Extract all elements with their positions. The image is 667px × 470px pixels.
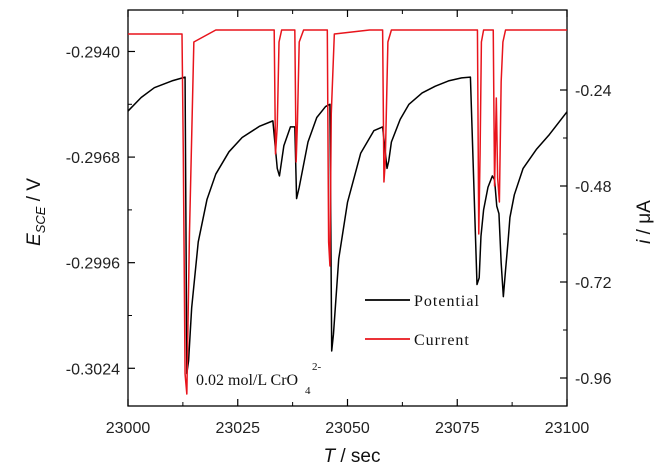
x-axis-title-unit: / sec [335, 446, 380, 467]
y-left-title-unit: / V [24, 178, 45, 207]
y-right-tick-label: -0.96 [575, 371, 612, 388]
y-left-tick-label: -0.2968 [66, 150, 120, 167]
y-right-tick-label: -0.24 [575, 83, 612, 100]
annotation-superscript: 2- [312, 361, 322, 373]
x-tick-label: 23100 [545, 420, 590, 437]
y-right-title-unit: / μA [634, 200, 655, 240]
legend-label-potential: Potential [414, 293, 480, 310]
x-axis-title-main: T [323, 446, 336, 467]
svg-text:i / μA: i / μA [634, 200, 655, 244]
y-right-title-main: i [634, 239, 655, 244]
y-right-tick-label: -0.72 [575, 275, 612, 292]
svg-text:ESCE / V: ESCE / V [24, 178, 48, 246]
x-axis-title: T / sec [323, 446, 380, 467]
annotation-text: 0.02 mol/L CrO [196, 372, 298, 389]
legend: Potential Current [365, 293, 480, 349]
legend-label-current: Current [414, 332, 470, 349]
ticks: 23000 23025 23050 23075 23100 -0.2940 -0.2968 -… [66, 10, 612, 437]
concentration-annotation: 0.02 mol/L CrO 4 2- [196, 361, 322, 397]
y-axis-left-title: ESCE / V [24, 178, 48, 246]
y-left-title-sub: SCE [33, 206, 48, 233]
y-left-tick-label: -0.2940 [66, 44, 120, 61]
x-tick-label: 23050 [325, 420, 370, 437]
y-axis-right-title: i / μA [634, 200, 655, 244]
y-left-tick-label: -0.2996 [66, 256, 120, 273]
annotation-subscript: 4 [305, 385, 311, 397]
y-left-tick-label: -0.3024 [66, 361, 120, 378]
y-right-tick-label: -0.48 [575, 179, 612, 196]
x-tick-label: 23000 [106, 420, 151, 437]
x-tick-label: 23075 [435, 420, 480, 437]
y-left-title-main: E [24, 233, 45, 246]
svg-text:T / sec: T / sec [323, 446, 380, 467]
series-layer [127, 29, 568, 395]
series-line-current [128, 29, 567, 395]
x-tick-label: 23025 [216, 420, 261, 437]
series-line-potential [127, 76, 568, 375]
